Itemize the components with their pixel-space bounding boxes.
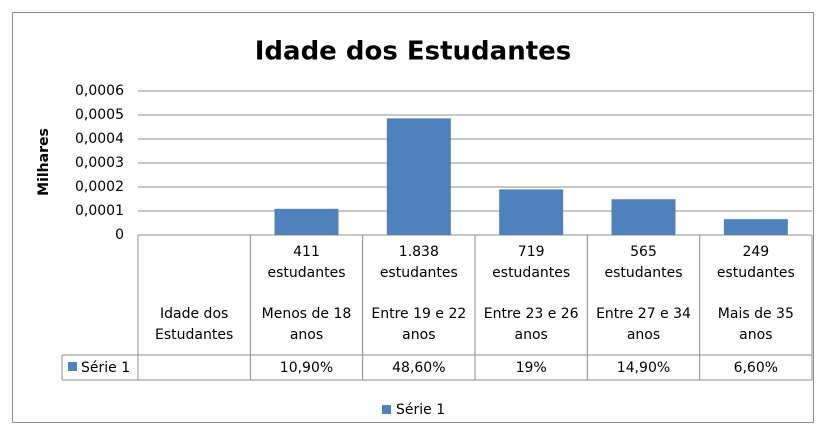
- bar: [386, 118, 451, 235]
- y-tick-label: 0: [115, 227, 124, 243]
- category-count: 719 estudantes: [492, 244, 570, 281]
- bar: [723, 219, 788, 235]
- y-tick-label: 0,0001: [75, 203, 124, 219]
- table-legend-key: [68, 362, 77, 371]
- category-count: 411 estudantes: [267, 244, 345, 281]
- category-count: 1.838 estudantes: [380, 244, 458, 281]
- table-value: 6,60%: [734, 360, 778, 376]
- legend-key: [382, 405, 391, 414]
- table-value: 19%: [516, 360, 547, 376]
- chart-title: Idade dos Estudantes: [255, 37, 572, 67]
- category-count: 565 estudantes: [604, 244, 682, 281]
- y-axis-label: Milhares: [36, 128, 52, 196]
- y-tick-label: 0,0006: [75, 83, 124, 99]
- table-value: 14,90%: [617, 360, 670, 376]
- category-label: Menos de 18 anos: [262, 306, 352, 343]
- table-value: 10,90%: [280, 360, 333, 376]
- table-value: 48,60%: [392, 360, 445, 376]
- bar: [499, 189, 564, 235]
- category-label: Mais de 35 anos: [718, 306, 794, 343]
- category-label: Entre 23 e 26 anos: [484, 306, 579, 343]
- category-label: Entre 19 e 22 anos: [371, 306, 466, 343]
- legend-label: Série 1: [396, 402, 445, 418]
- category-label: Entre 27 e 34 anos: [596, 306, 691, 343]
- category-count: 249 estudantes: [717, 244, 795, 281]
- y-tick-label: 0,0003: [75, 155, 124, 171]
- bar: [611, 199, 676, 235]
- category-label: Idade dos Estudantes: [155, 306, 233, 343]
- y-tick-label: 0,0004: [75, 131, 124, 147]
- y-tick-label: 0,0005: [75, 107, 124, 123]
- bar: [274, 208, 339, 235]
- y-tick-label: 0,0002: [75, 179, 124, 195]
- table-series-name: Série 1: [81, 360, 130, 376]
